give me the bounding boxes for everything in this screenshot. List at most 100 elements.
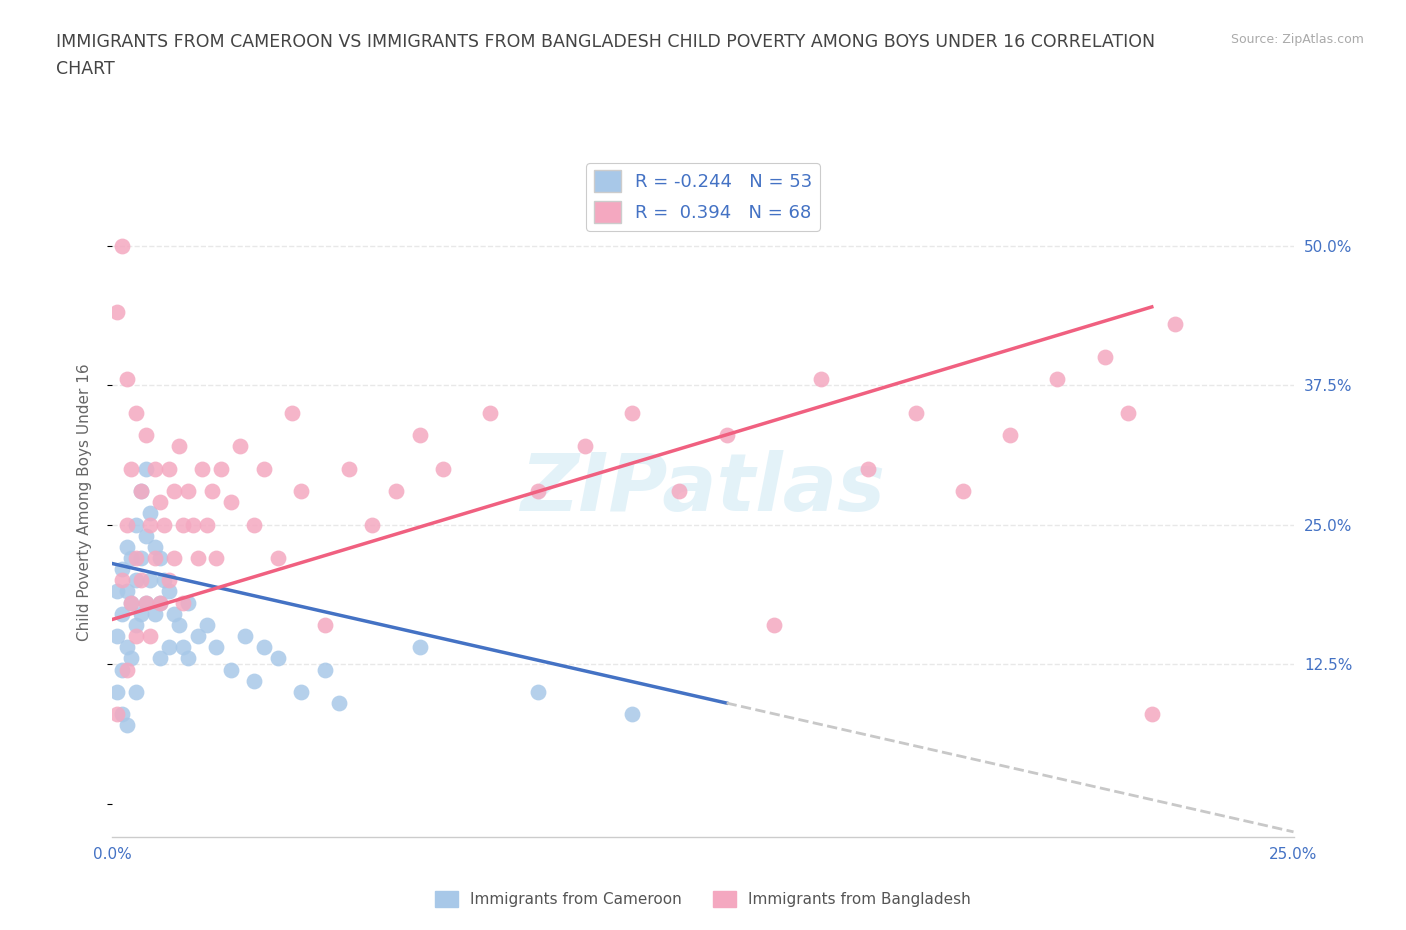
Point xyxy=(243,673,266,688)
Point xyxy=(157,640,180,655)
Point xyxy=(668,484,690,498)
Point xyxy=(1046,372,1069,387)
Point xyxy=(904,405,927,420)
Point xyxy=(153,573,176,588)
Point xyxy=(177,651,200,666)
Point xyxy=(328,696,350,711)
Point xyxy=(167,439,190,454)
Point xyxy=(129,484,152,498)
Point xyxy=(267,551,290,565)
Point xyxy=(115,372,138,387)
Point xyxy=(479,405,502,420)
Point xyxy=(172,595,194,610)
Legend: R = -0.244   N = 53, R =  0.394   N = 68: R = -0.244 N = 53, R = 0.394 N = 68 xyxy=(586,163,820,231)
Point xyxy=(143,551,166,565)
Point xyxy=(1094,350,1116,365)
Point xyxy=(139,629,162,644)
Point xyxy=(105,707,128,722)
Point xyxy=(129,606,152,621)
Point xyxy=(810,372,832,387)
Point xyxy=(229,439,252,454)
Point xyxy=(157,584,180,599)
Point xyxy=(129,573,152,588)
Point xyxy=(163,484,186,498)
Point xyxy=(125,684,148,699)
Point xyxy=(143,461,166,476)
Point xyxy=(111,562,134,577)
Point xyxy=(125,517,148,532)
Point xyxy=(408,428,430,443)
Point xyxy=(125,405,148,420)
Point xyxy=(111,707,134,722)
Point xyxy=(115,662,138,677)
Point xyxy=(149,651,172,666)
Point xyxy=(157,573,180,588)
Point xyxy=(361,517,384,532)
Point xyxy=(172,640,194,655)
Point xyxy=(105,305,128,320)
Point xyxy=(201,484,224,498)
Point xyxy=(149,595,172,610)
Point xyxy=(149,595,172,610)
Text: CHART: CHART xyxy=(56,60,115,78)
Point xyxy=(120,551,142,565)
Point xyxy=(111,573,134,588)
Point xyxy=(125,618,148,632)
Point xyxy=(219,662,242,677)
Point xyxy=(186,629,208,644)
Point xyxy=(191,461,214,476)
Point xyxy=(205,551,228,565)
Point xyxy=(621,707,644,722)
Point xyxy=(408,640,430,655)
Point xyxy=(143,606,166,621)
Point xyxy=(233,629,256,644)
Point xyxy=(952,484,974,498)
Point xyxy=(135,595,157,610)
Point xyxy=(1164,316,1187,331)
Legend: Immigrants from Cameroon, Immigrants from Bangladesh: Immigrants from Cameroon, Immigrants fro… xyxy=(429,884,977,913)
Point xyxy=(135,528,157,543)
Point xyxy=(167,618,190,632)
Point xyxy=(125,573,148,588)
Point xyxy=(115,584,138,599)
Point xyxy=(129,484,152,498)
Point xyxy=(105,584,128,599)
Point xyxy=(115,640,138,655)
Point xyxy=(120,595,142,610)
Point xyxy=(574,439,596,454)
Point xyxy=(253,461,276,476)
Point xyxy=(181,517,204,532)
Point xyxy=(149,495,172,510)
Point xyxy=(177,595,200,610)
Point xyxy=(125,629,148,644)
Point xyxy=(290,484,312,498)
Point xyxy=(314,662,336,677)
Point xyxy=(111,662,134,677)
Text: Source: ZipAtlas.com: Source: ZipAtlas.com xyxy=(1230,33,1364,46)
Point xyxy=(139,506,162,521)
Point xyxy=(153,517,176,532)
Point xyxy=(716,428,738,443)
Point xyxy=(139,573,162,588)
Point xyxy=(163,606,186,621)
Point xyxy=(163,551,186,565)
Point xyxy=(205,640,228,655)
Y-axis label: Child Poverty Among Boys Under 16: Child Poverty Among Boys Under 16 xyxy=(77,364,91,641)
Point xyxy=(139,517,162,532)
Point xyxy=(290,684,312,699)
Point xyxy=(115,517,138,532)
Point xyxy=(105,684,128,699)
Point xyxy=(115,718,138,733)
Point xyxy=(243,517,266,532)
Point xyxy=(762,618,785,632)
Point xyxy=(526,684,548,699)
Point xyxy=(267,651,290,666)
Point xyxy=(120,595,142,610)
Point xyxy=(135,428,157,443)
Point xyxy=(432,461,454,476)
Point xyxy=(186,551,208,565)
Text: IMMIGRANTS FROM CAMEROON VS IMMIGRANTS FROM BANGLADESH CHILD POVERTY AMONG BOYS : IMMIGRANTS FROM CAMEROON VS IMMIGRANTS F… xyxy=(56,33,1156,50)
Point xyxy=(253,640,276,655)
Point xyxy=(129,551,152,565)
Point xyxy=(111,606,134,621)
